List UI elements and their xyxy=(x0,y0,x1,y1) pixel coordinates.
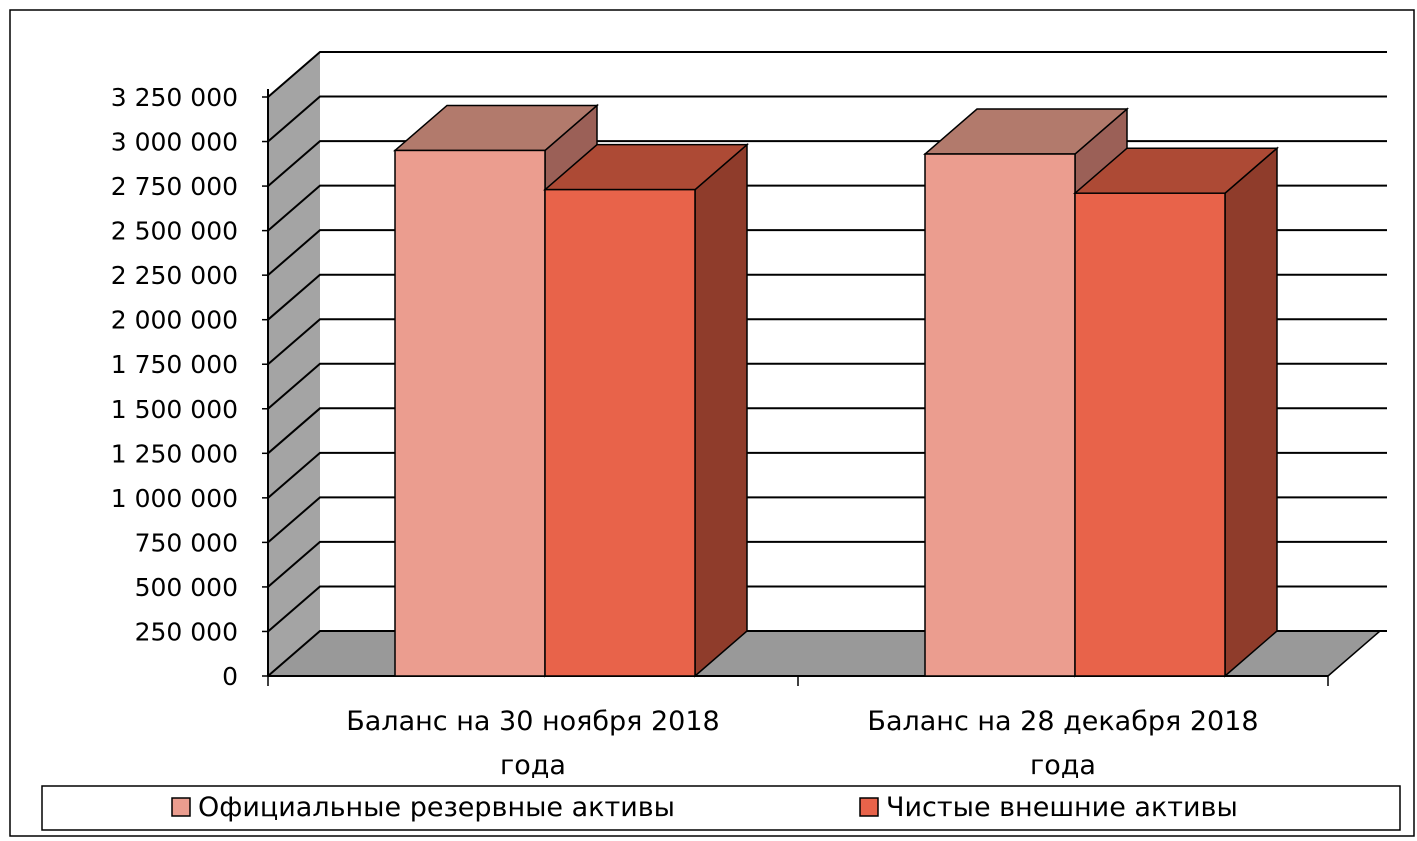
legend-box xyxy=(41,785,1401,831)
y-tick-label: 1 250 000 xyxy=(111,439,238,468)
y-tick-label: 3 250 000 xyxy=(111,83,238,112)
gridline xyxy=(267,95,1387,143)
bar xyxy=(394,149,546,677)
y-tick-label: 1 500 000 xyxy=(111,395,238,424)
y-tick-label: 1 750 000 xyxy=(111,350,238,379)
y-tick-label: 2 000 000 xyxy=(111,306,238,335)
chart-frame xyxy=(9,9,1415,837)
floor-edge xyxy=(1327,630,1381,677)
bar-side xyxy=(1224,146,1278,678)
y-tick-label: 3 000 000 xyxy=(111,128,238,157)
x-category-label: Баланс на 28 декабря 2018 xyxy=(867,706,1258,737)
legend-label: Официальные резервные активы xyxy=(198,792,675,823)
y-tick-label: 2 750 000 xyxy=(111,172,238,201)
bar xyxy=(924,153,1076,677)
legend-swatch xyxy=(859,797,879,817)
y-tick-label: 2 500 000 xyxy=(111,217,238,246)
y-tick-label: 750 000 xyxy=(135,528,238,557)
gridline xyxy=(267,51,1387,98)
y-tick-label: 500 000 xyxy=(135,573,238,602)
y-tick-label: 2 250 000 xyxy=(111,261,238,290)
legend-swatch xyxy=(171,797,191,817)
x-category-label: года xyxy=(500,750,566,781)
legend-label: Чистые внешние активы xyxy=(886,792,1238,823)
bar xyxy=(544,188,696,677)
y-tick-label: 1 000 000 xyxy=(111,484,238,513)
y-tick-label: 250 000 xyxy=(135,617,238,646)
x-category-label: Баланс на 30 ноября 2018 xyxy=(346,706,719,737)
x-category-label: года xyxy=(1030,750,1096,781)
y-tick-label: 0 xyxy=(222,662,238,691)
bar-side xyxy=(694,142,748,678)
side-wall xyxy=(268,52,320,676)
bar xyxy=(1074,192,1226,677)
